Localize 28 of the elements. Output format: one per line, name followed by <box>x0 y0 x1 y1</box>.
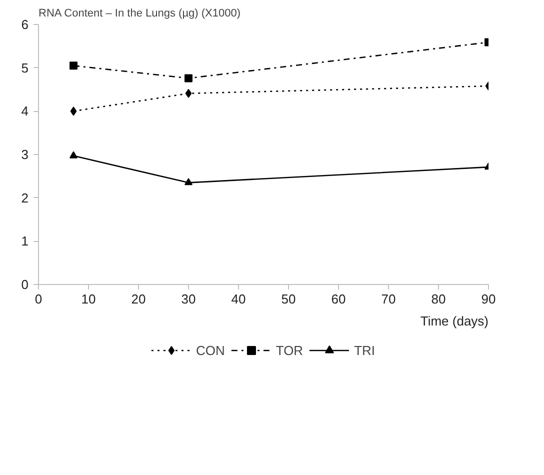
x-tick-label: 40 <box>231 292 246 306</box>
point <box>70 151 78 158</box>
point <box>70 106 77 116</box>
y-tick-label: 5 <box>21 60 29 76</box>
x-tick-label: 50 <box>281 292 296 306</box>
x-tick-label: 70 <box>381 292 396 306</box>
chart-title: RNA Content – In the Lungs (µg) (X1000) <box>38 8 241 20</box>
y-tick-label: 3 <box>21 147 29 162</box>
point <box>184 74 192 82</box>
y-tick-label: 1 <box>21 234 29 249</box>
y-tick-label: 2 <box>21 190 29 206</box>
legend-label: TOR <box>276 342 304 358</box>
y-tick-label: 4 <box>21 104 29 119</box>
point <box>185 88 192 98</box>
x-tick-label: 80 <box>431 292 446 306</box>
x-tick-label: 60 <box>331 292 346 306</box>
x-axis-title: Time (days) <box>420 314 489 328</box>
y-tick-label: 6 <box>21 17 29 32</box>
legend-label: CON <box>196 342 225 358</box>
x-tick-label: 20 <box>131 292 146 306</box>
x-tick-label: 10 <box>81 292 96 306</box>
point <box>70 62 78 70</box>
x-tick-label: 0 <box>34 292 42 306</box>
point <box>184 178 192 186</box>
x-tick-label: 30 <box>181 292 196 306</box>
y-tick-label: 0 <box>21 277 29 292</box>
x-tick-label: 90 <box>481 292 496 306</box>
legend-label: TRI <box>354 342 376 358</box>
